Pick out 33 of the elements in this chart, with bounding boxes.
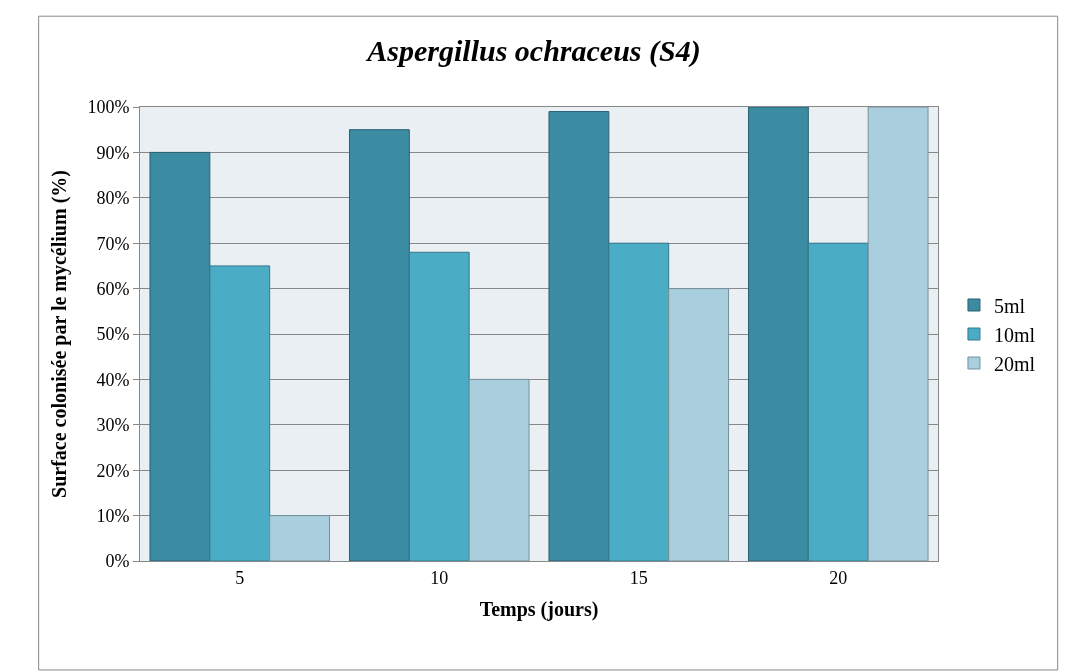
x-axis-title: Temps (jours)	[479, 598, 599, 622]
y-tick-label: 100%	[87, 97, 130, 118]
bar	[209, 265, 271, 561]
legend-label: 10ml	[993, 323, 1036, 346]
bar	[548, 111, 610, 561]
y-tick-label: 70%	[96, 233, 130, 254]
bar	[348, 129, 410, 561]
chart-title: Aspergillus ochraceus (S4)	[365, 34, 701, 69]
bar	[807, 242, 869, 561]
y-tick-label: 10%	[96, 505, 130, 526]
legend-label: 20ml	[993, 352, 1036, 375]
bar	[747, 107, 809, 561]
bar	[608, 242, 670, 561]
y-tick-label: 30%	[96, 415, 130, 436]
y-tick-label: 0%	[105, 551, 130, 572]
bar	[149, 151, 211, 561]
y-tick-label: 40%	[96, 369, 130, 390]
bar	[269, 515, 331, 561]
x-tick-label: 5	[235, 567, 245, 588]
y-tick-label: 60%	[96, 278, 130, 299]
bar	[468, 378, 530, 561]
y-tick-label: 50%	[96, 324, 130, 345]
bar	[408, 251, 470, 561]
y-tick-label: 90%	[96, 142, 130, 163]
x-tick-label: 15	[629, 567, 648, 588]
bar	[867, 107, 929, 561]
bar	[668, 288, 730, 561]
x-tick-label: 10	[430, 567, 449, 588]
y-tick-label: 20%	[96, 460, 130, 481]
y-tick-label: 80%	[96, 188, 130, 209]
legend-label: 5ml	[993, 294, 1026, 317]
x-tick-label: 20	[829, 567, 848, 588]
y-axis-title: Surface colonisée par le mycélium (%)	[47, 170, 71, 498]
